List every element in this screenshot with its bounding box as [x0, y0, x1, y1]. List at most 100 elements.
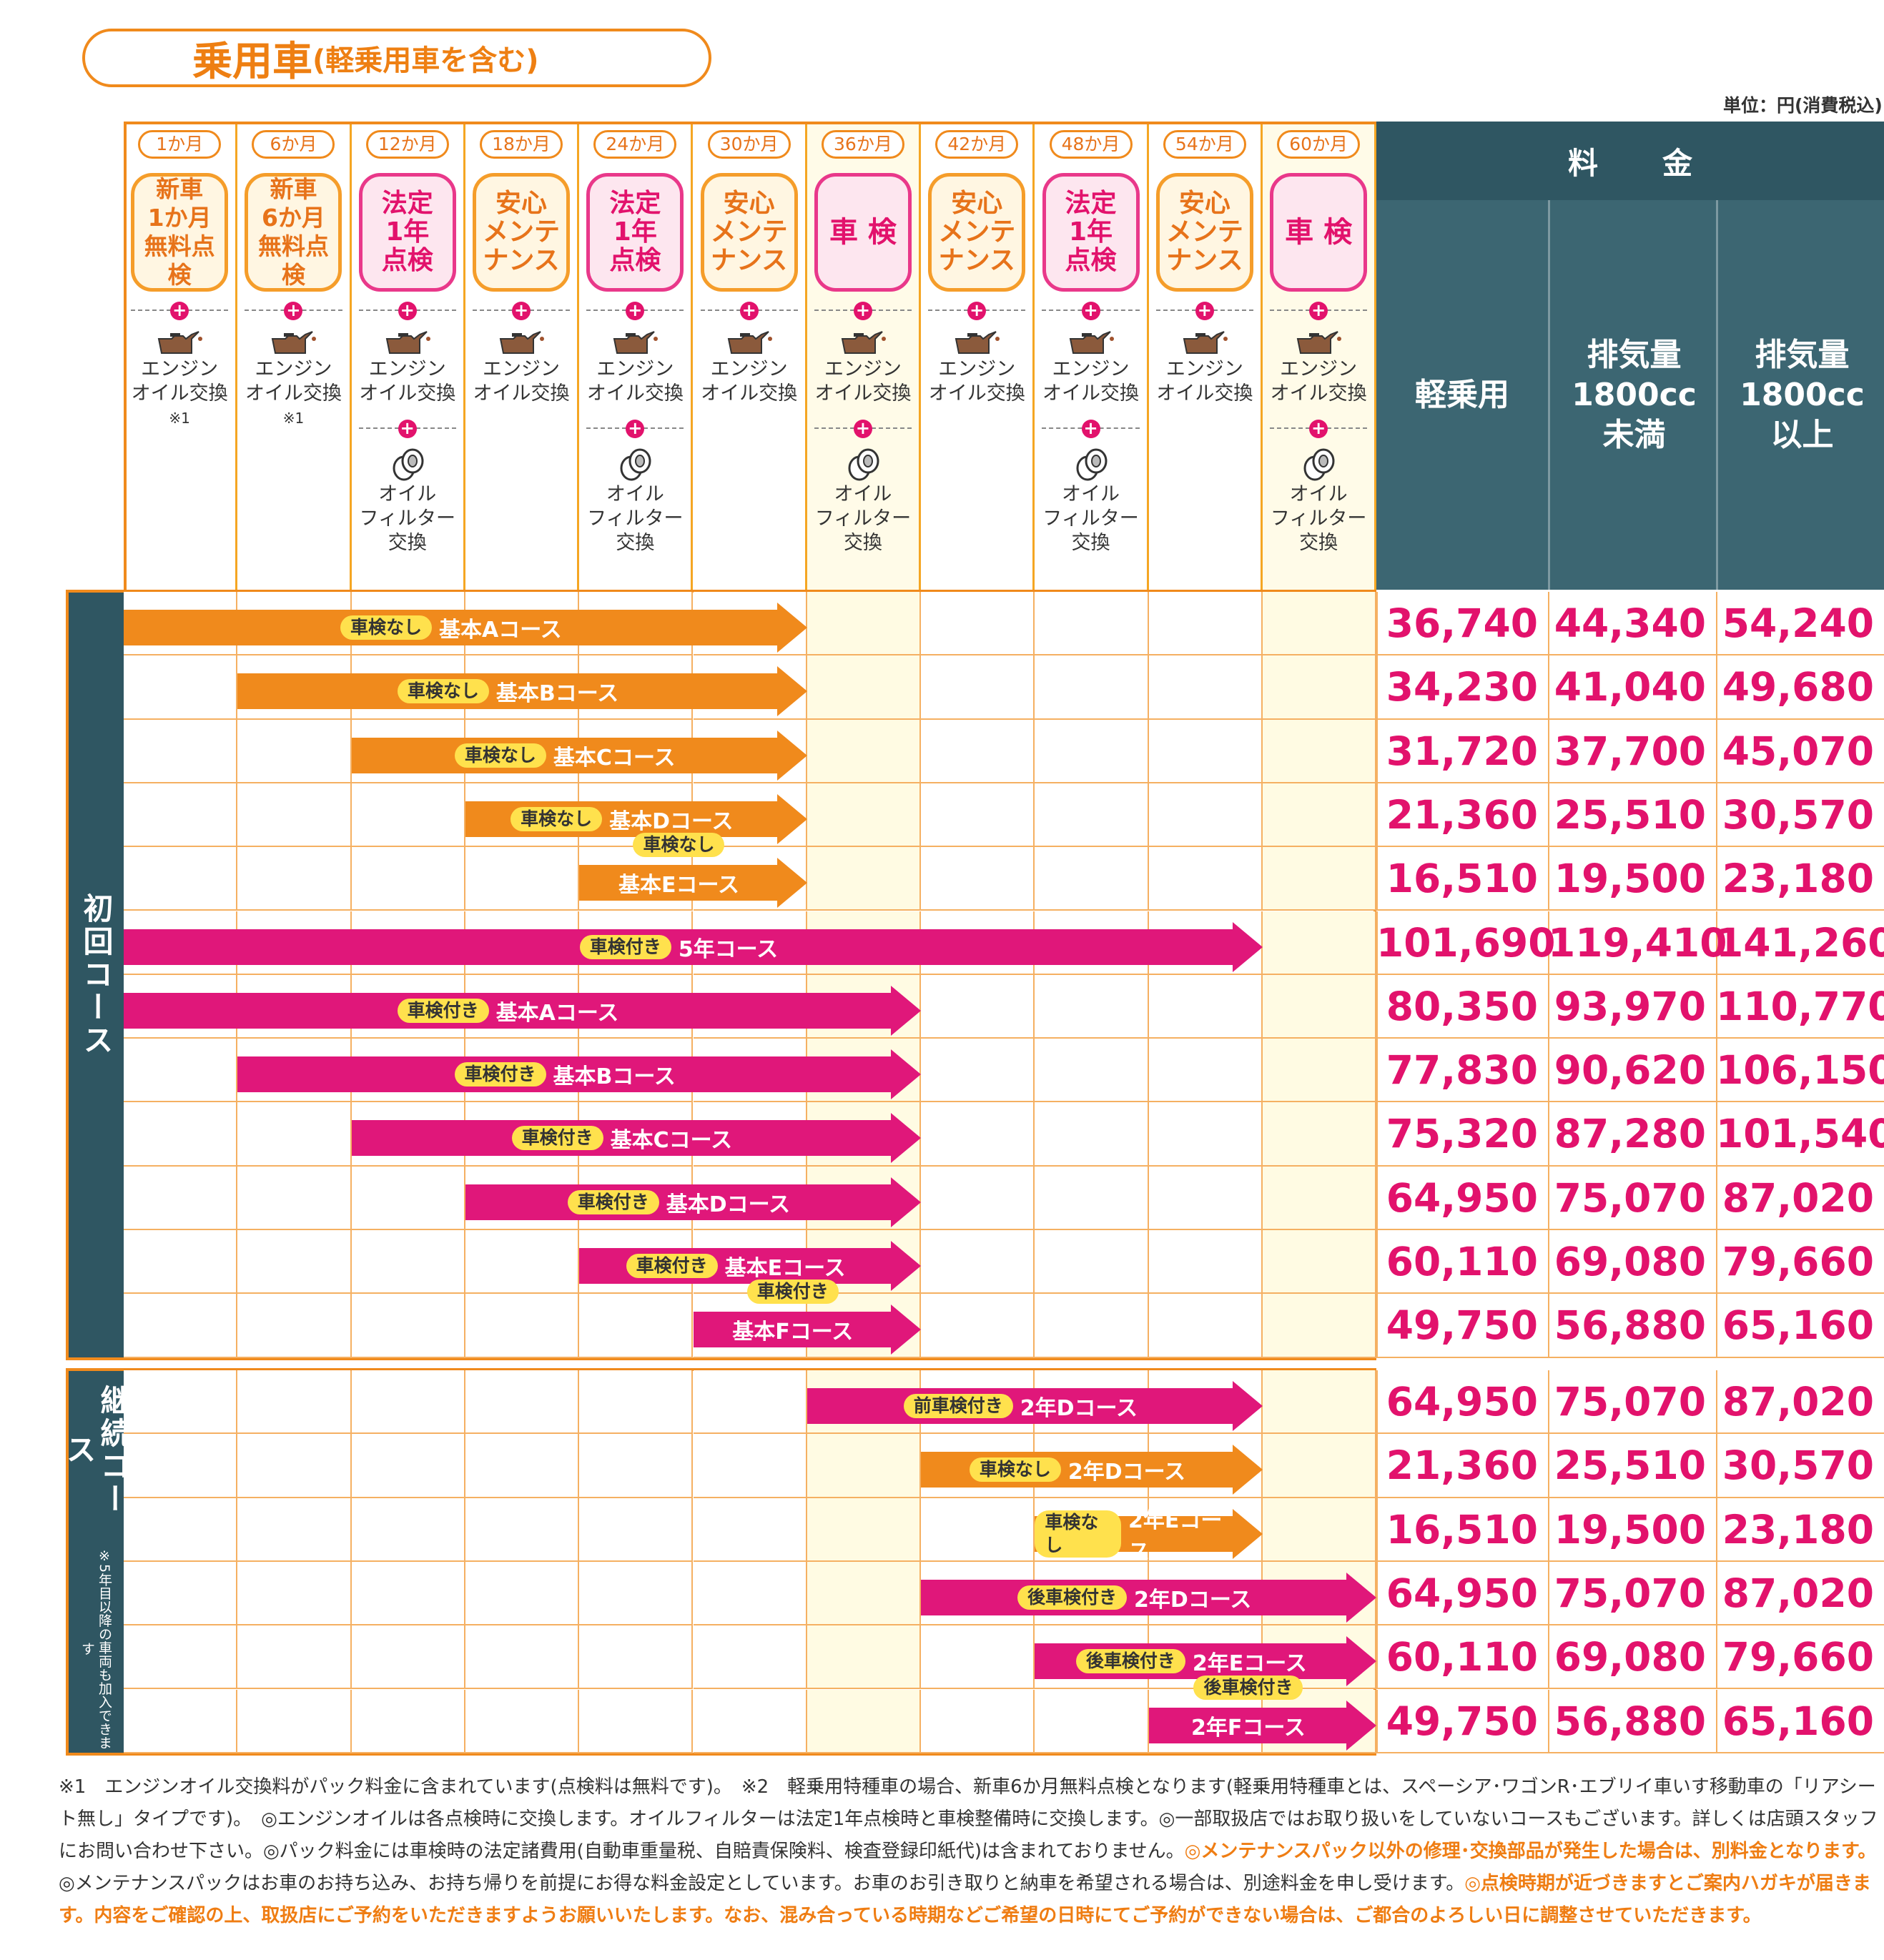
grid-cell — [237, 1561, 352, 1626]
course-label: 車検なし 基本Bコース — [397, 675, 647, 707]
grid-cell — [1263, 974, 1377, 1039]
grid-cell — [124, 719, 238, 783]
inspection-badge: 法定 1年 点検 — [358, 173, 456, 292]
grid-cell — [1035, 847, 1149, 911]
plus-divider: + — [586, 420, 684, 438]
oil-can-icon — [270, 329, 317, 359]
price-cell-bg — [1376, 592, 1548, 656]
course-label: 車検付き 基本Dコース — [567, 1187, 819, 1218]
footnote-mark: ※1 — [282, 410, 305, 427]
grid-cell — [351, 1689, 465, 1753]
course-label: 後車検付き 2年Dコース — [1017, 1582, 1280, 1613]
course-arrow: 車検付き 基本Cコース — [351, 1113, 922, 1164]
price-value: 21,360 — [1386, 1442, 1538, 1489]
inspection-badge: 法定 1年 点検 — [586, 173, 684, 292]
month-label: 6か月 — [252, 130, 335, 159]
course-label: 車検なし 基本Eコース — [618, 833, 768, 914]
section-label-text: 初回コース — [79, 892, 114, 1057]
oil-can-icon — [839, 329, 887, 359]
price-value: 119,410 — [1548, 919, 1727, 966]
grid-cell — [1263, 655, 1377, 720]
grid-cell — [921, 847, 1035, 911]
grid-cell — [465, 1561, 580, 1626]
grid-cell — [1263, 1434, 1377, 1498]
oil-can-icon — [498, 329, 545, 359]
oil-change-label: エンジン オイル交換 — [1042, 358, 1140, 405]
course-label: 車検なし 基本Aコース — [340, 612, 591, 643]
grid-cell — [1148, 1102, 1263, 1167]
price-value: 90,620 — [1554, 1047, 1706, 1094]
grid-cell — [351, 1434, 465, 1498]
course-name: 2年Dコース — [1134, 1587, 1252, 1613]
price-cell-bg — [1548, 783, 1716, 848]
price-value: 64,950 — [1386, 1379, 1538, 1425]
inspection-badge-text: 新車 1か月 無料点検 — [144, 175, 215, 289]
oil-can-icon — [1295, 329, 1342, 359]
grid-cell — [237, 1434, 352, 1498]
month-label: 48か月 — [1049, 130, 1133, 159]
course-arrow: 前車検付き 2年Dコース — [807, 1381, 1263, 1431]
arrow-body — [237, 673, 779, 710]
inspection-badge-text: 新車 6か月 無料点検 — [257, 175, 329, 289]
title-sub: (軽乗用車を含む) — [312, 44, 539, 77]
plus-divider: + — [1270, 420, 1368, 438]
course-name: 5年コース — [678, 936, 779, 962]
course-tag: 車検なし — [1035, 1510, 1121, 1558]
price-cell-bg — [1548, 1294, 1716, 1358]
course-tag: 後車検付き — [1017, 1585, 1128, 1610]
grid-cell — [124, 1689, 238, 1753]
plus-divider: + — [245, 302, 342, 328]
plus-divider: + — [1042, 302, 1140, 328]
grid-cell — [807, 655, 922, 720]
price-cell-bg — [1548, 592, 1716, 656]
course-arrow: 車検付き 基本Bコース — [237, 1049, 922, 1100]
grid-cell — [1035, 783, 1149, 848]
price-cell-bg — [1716, 1102, 1884, 1167]
price-value: 45,070 — [1722, 728, 1874, 774]
price-cell-bg — [1376, 655, 1548, 720]
course-tag: 後車検付き — [1193, 1675, 1303, 1700]
price-cell-bg — [1376, 911, 1548, 975]
header-frame — [124, 122, 1377, 590]
grid-cell — [237, 719, 352, 783]
section-label-continuing: 継続コース ※5年目以降の車両も加入できます — [61, 1370, 131, 1753]
grid-cell — [807, 1561, 922, 1626]
arrow-head — [1232, 1508, 1263, 1559]
arrow-head — [776, 793, 807, 844]
inspection-badge: 車 検 — [814, 173, 912, 292]
month-label: 30か月 — [707, 130, 791, 159]
price-cell-bg — [1716, 847, 1884, 911]
price-cell-bg — [1548, 847, 1716, 911]
month-label: 36か月 — [821, 130, 904, 159]
grid-cell — [807, 1625, 922, 1690]
course-name: 基本Dコース — [609, 808, 734, 834]
grid-cell — [351, 1498, 465, 1562]
footnote-text: ※1 エンジンオイル交換料がパック料金に含まれています(点検料は無料です)。 ※… — [59, 1776, 1878, 1862]
column-header-6か月: 6か月新車 6か月 無料点検 + エンジン オイル交換 ※1 — [237, 122, 352, 590]
grid-cell — [693, 1625, 807, 1690]
grid-cell — [124, 1039, 238, 1103]
grid-cell — [1035, 1102, 1149, 1167]
grid-cell — [693, 1370, 807, 1435]
price-cell-bg — [1376, 847, 1548, 911]
grid-cell — [579, 1689, 694, 1753]
price-column-header: 軽乗用 — [1415, 376, 1509, 413]
price-value: 79,660 — [1722, 1634, 1874, 1681]
arrow-body — [807, 1388, 1234, 1424]
oil-can-icon — [156, 329, 203, 359]
plus-icon: + — [739, 302, 759, 320]
price-cell-bg — [1716, 719, 1884, 783]
plus-icon: + — [170, 302, 189, 320]
plus-divider: + — [814, 420, 912, 438]
arrow-head — [891, 1113, 922, 1164]
price-cell-bg — [1716, 592, 1884, 656]
oil-filter-icon — [1073, 447, 1109, 485]
column-header-12か月: 12か月 法定 1年 点検 + エンジン オイル交換 + オイル フィルター 交換 — [352, 122, 465, 590]
course-tag: 車検付き — [397, 998, 489, 1023]
grid-cell — [237, 1370, 352, 1435]
price-value: 30,570 — [1722, 1442, 1874, 1489]
footnotes: ※1 エンジンオイル交換料がパック料金に含まれています(点検料は無料です)。 ※… — [59, 1771, 1882, 1932]
price-value: 110,770 — [1716, 983, 1884, 1029]
oil-change-label: エンジン オイル交換 — [245, 358, 342, 405]
plus-icon: + — [626, 420, 645, 438]
